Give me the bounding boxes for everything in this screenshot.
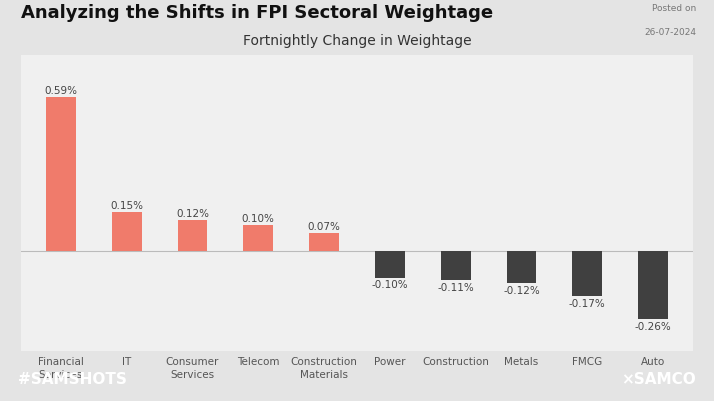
Bar [573, 252, 602, 296]
Text: #SAMSHOTS: #SAMSHOTS [18, 371, 126, 387]
Text: 0.15%: 0.15% [110, 201, 144, 211]
Text: -0.11%: -0.11% [437, 282, 474, 292]
Text: -0.12%: -0.12% [503, 285, 540, 295]
Bar [112, 213, 141, 252]
Bar [638, 252, 668, 320]
Bar [375, 252, 405, 278]
Bar [178, 221, 207, 252]
Text: 0.10%: 0.10% [242, 214, 275, 224]
Text: 0.59%: 0.59% [44, 86, 77, 96]
Text: -0.10%: -0.10% [371, 279, 408, 290]
Bar [46, 98, 76, 252]
Text: ×SAMCO: ×SAMCO [621, 371, 696, 387]
Text: 0.12%: 0.12% [176, 209, 209, 219]
Bar [507, 252, 536, 283]
Bar [243, 226, 273, 252]
Text: -0.26%: -0.26% [635, 322, 671, 331]
Bar [309, 233, 339, 252]
Text: Analyzing the Shifts in FPI Sectoral Weightage: Analyzing the Shifts in FPI Sectoral Wei… [21, 4, 493, 22]
Title: Fortnightly Change in Weightage: Fortnightly Change in Weightage [243, 34, 471, 48]
Text: 0.07%: 0.07% [308, 222, 341, 232]
Bar [441, 252, 471, 280]
Text: Posted on: Posted on [652, 4, 696, 13]
Text: 26-07-2024: 26-07-2024 [644, 28, 696, 37]
Text: -0.17%: -0.17% [569, 298, 605, 308]
